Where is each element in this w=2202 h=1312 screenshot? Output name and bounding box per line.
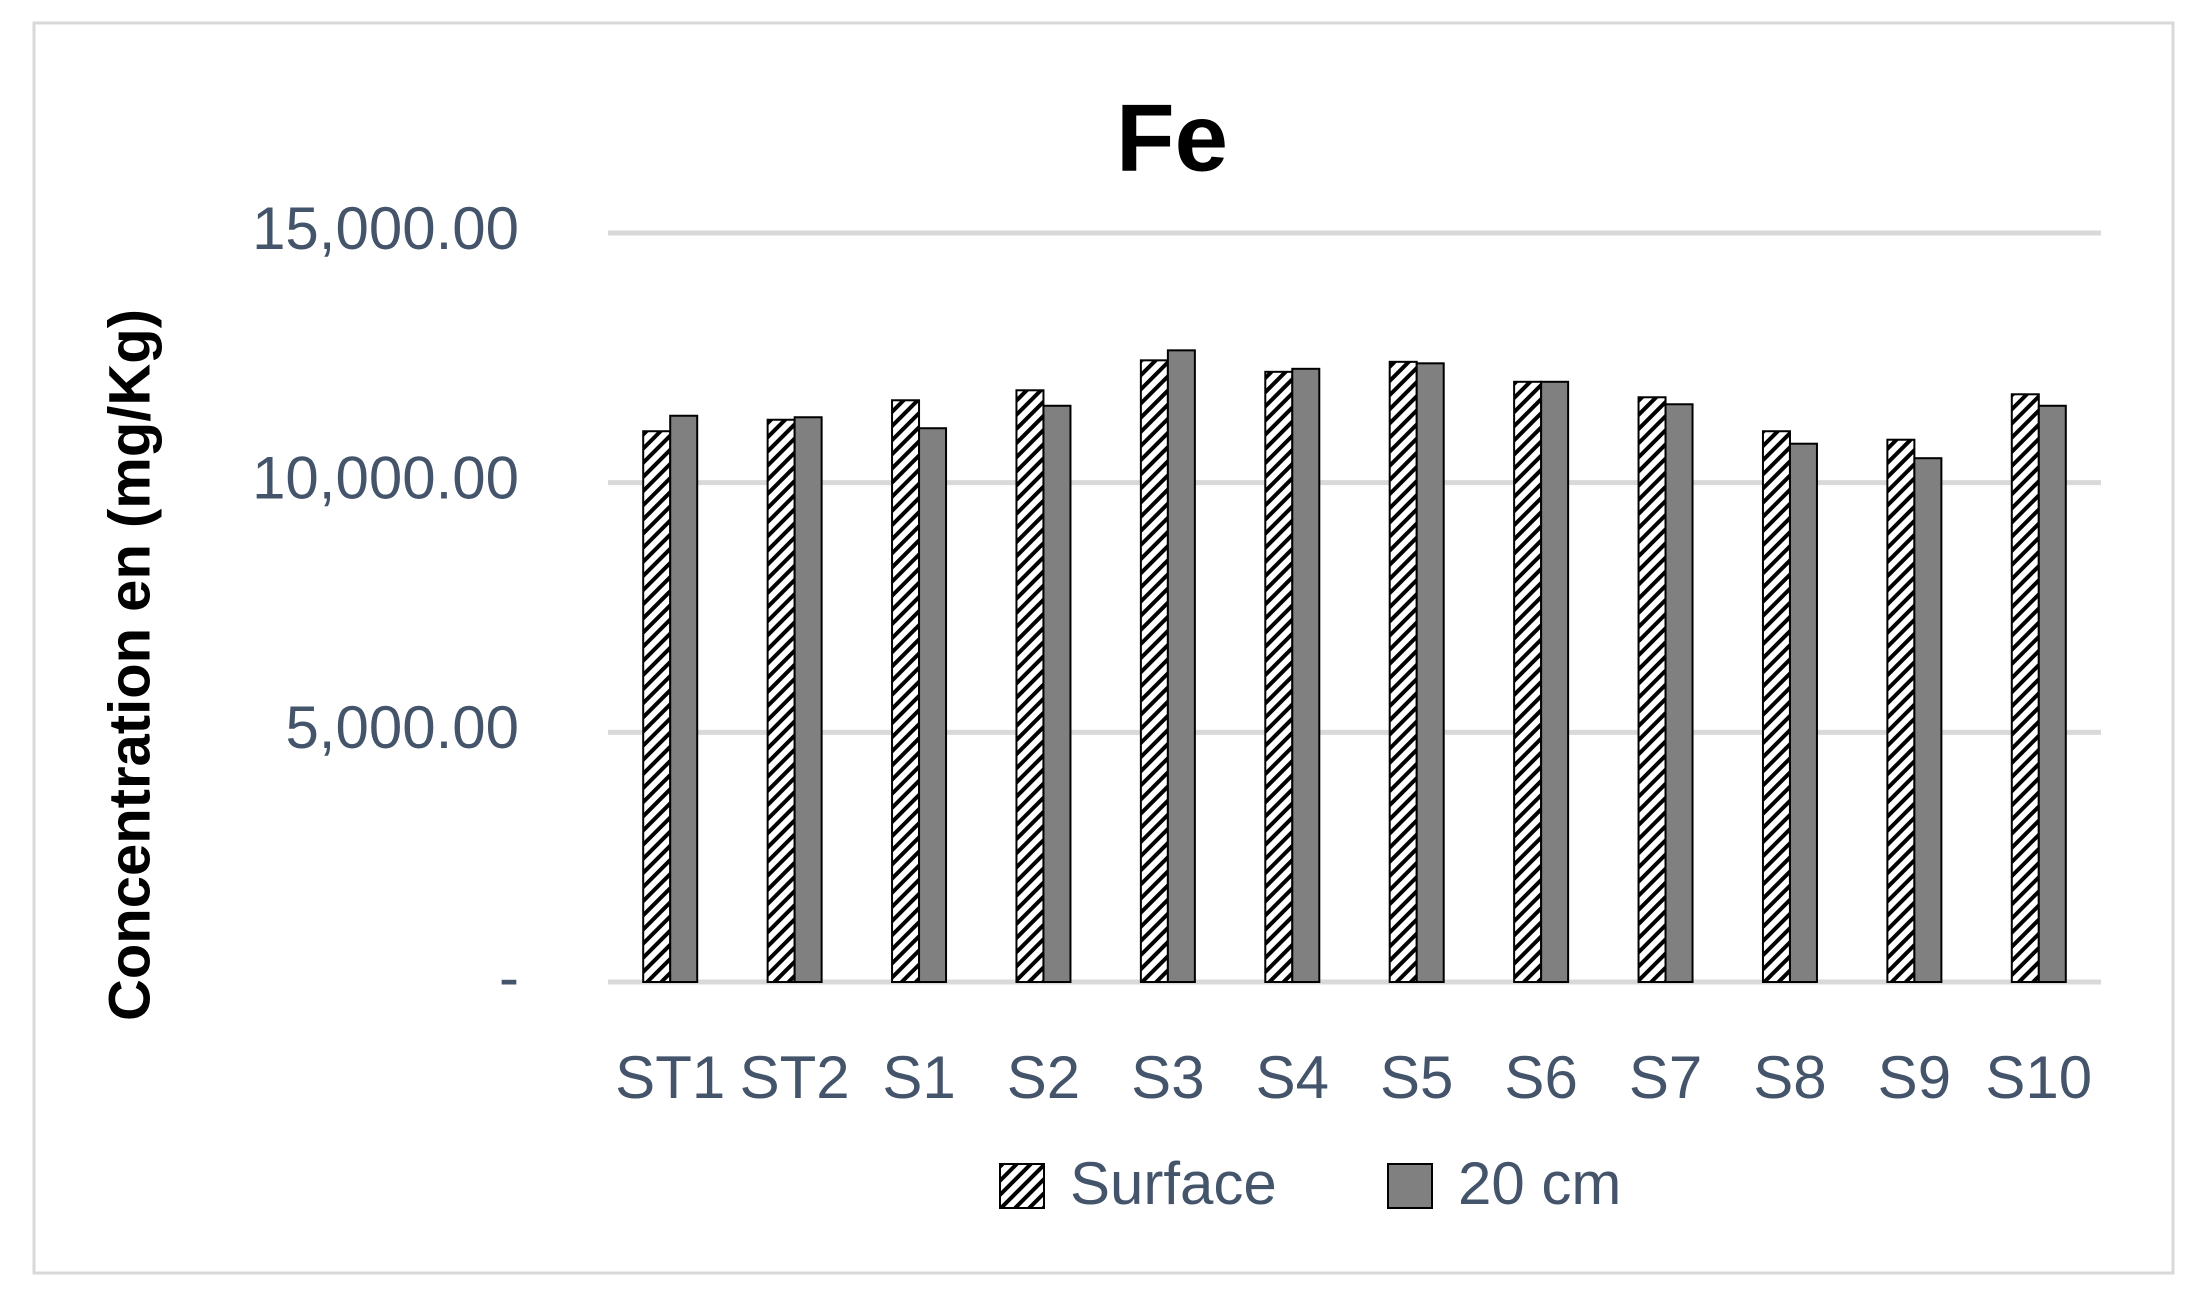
bar xyxy=(2037,404,2067,983)
bar xyxy=(1513,380,1543,983)
x-tick-label: S9 xyxy=(1878,1044,1951,1111)
x-tick-label: ST2 xyxy=(740,1044,850,1111)
bar xyxy=(918,427,948,983)
bar xyxy=(766,418,796,983)
bar xyxy=(1291,367,1321,983)
bar xyxy=(1415,362,1445,983)
y-tick-label: - xyxy=(499,944,519,1011)
x-tick-label: S2 xyxy=(1007,1044,1080,1111)
bar xyxy=(2010,393,2040,983)
x-tick-label: S6 xyxy=(1504,1044,1577,1111)
y-tick-label: 15,000.00 xyxy=(252,195,519,262)
bar xyxy=(1042,404,1072,983)
bar xyxy=(642,430,672,983)
bar xyxy=(1015,389,1045,984)
chart-title: Fe xyxy=(1116,84,1228,191)
y-axis-label: Concentration en (mg/Kg) xyxy=(97,309,162,1021)
bar xyxy=(1761,430,1791,983)
bar xyxy=(1886,438,1916,983)
bar xyxy=(793,416,823,983)
bar xyxy=(1388,360,1418,983)
legend-label: 20 cm xyxy=(1458,1150,1621,1217)
x-tick-label: S10 xyxy=(1985,1044,2092,1111)
legend-swatch xyxy=(999,1163,1045,1209)
y-tick-label: 10,000.00 xyxy=(252,445,519,512)
bar xyxy=(1264,370,1294,984)
x-tick-label: S5 xyxy=(1380,1044,1453,1111)
y-tick-label: 5,000.00 xyxy=(285,694,519,761)
bar xyxy=(1664,403,1694,983)
x-tick-label: ST1 xyxy=(615,1044,725,1111)
x-tick-label: S8 xyxy=(1753,1044,1826,1111)
bar xyxy=(669,414,699,984)
x-tick-label: S7 xyxy=(1629,1044,1702,1111)
bar xyxy=(1788,442,1818,983)
x-tick-label: S3 xyxy=(1131,1044,1204,1111)
x-tick-label: S1 xyxy=(882,1044,955,1111)
bar xyxy=(1166,349,1196,983)
bar xyxy=(1139,359,1169,983)
bar xyxy=(1540,380,1570,983)
legend-swatch xyxy=(1387,1163,1433,1209)
bar xyxy=(1637,396,1667,984)
x-tick-label: S4 xyxy=(1256,1044,1329,1111)
legend-label: Surface xyxy=(1070,1150,1277,1217)
bar xyxy=(1913,457,1943,983)
bar xyxy=(891,399,921,983)
